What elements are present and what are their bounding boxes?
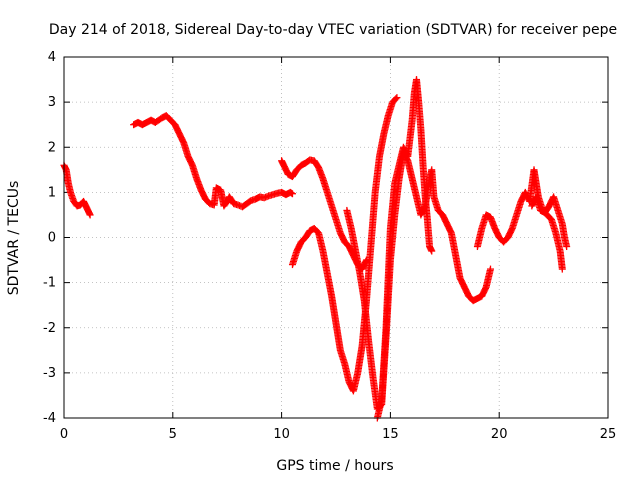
- plot-frame: [63, 56, 609, 419]
- x-tick-label: 10: [273, 427, 290, 442]
- y-tick-label: 1: [48, 185, 56, 200]
- data-point: [287, 189, 295, 197]
- axis-ticks: 0 5 10 15 20 25 -4 -3 -2 -1 0 1 2 3 4: [43, 50, 616, 442]
- x-tick-label: 15: [382, 427, 399, 442]
- x-tick-label: 5: [169, 427, 177, 442]
- data-point: [563, 243, 571, 251]
- y-tick-label: 2: [48, 140, 56, 155]
- x-tick-label: 0: [60, 427, 68, 442]
- y-tick-label: 0: [48, 231, 56, 246]
- data-point: [486, 265, 494, 273]
- y-axis-label: SDTVAR / TECUs: [6, 181, 22, 296]
- y-tick-label: 3: [48, 95, 56, 110]
- data-points: [60, 76, 571, 422]
- y-tick-label: -3: [43, 366, 56, 381]
- x-tick-label: 20: [491, 427, 508, 442]
- data-point: [428, 247, 436, 255]
- y-tick-label: -1: [43, 276, 56, 291]
- grid-lines: [64, 57, 608, 418]
- x-axis-label: GPS time / hours: [276, 458, 393, 474]
- chart-title: Day 214 of 2018, Sidereal Day-to-day VTE…: [49, 22, 617, 38]
- x-tick-label: 25: [600, 427, 617, 442]
- data-point: [558, 265, 566, 273]
- data-point: [86, 211, 94, 219]
- y-tick-label: 4: [48, 50, 56, 65]
- data-point: [393, 94, 401, 102]
- data-point: [392, 95, 400, 103]
- y-tick-label: -2: [43, 321, 56, 336]
- data-point: [288, 190, 296, 198]
- y-tick-label: -4: [43, 411, 56, 426]
